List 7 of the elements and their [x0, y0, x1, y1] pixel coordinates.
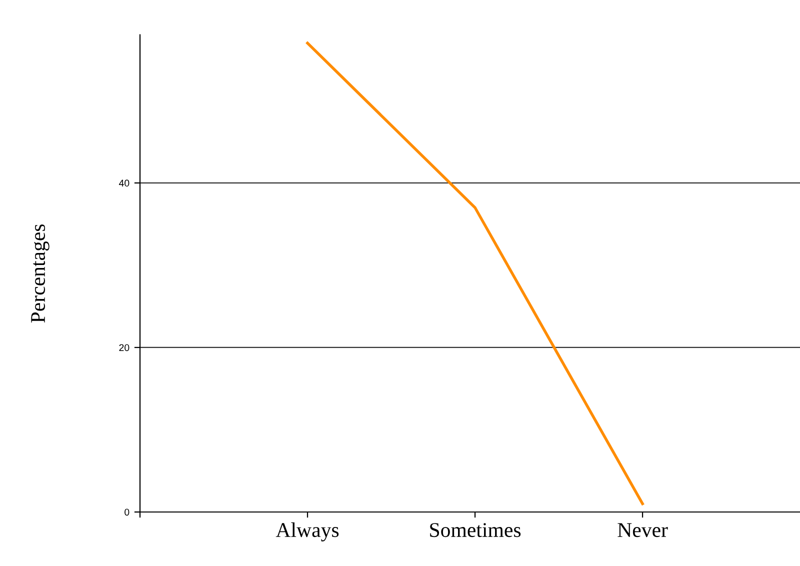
- y-axis-title: Percentages: [31, 224, 50, 323]
- x-tick-label: Always: [276, 522, 339, 542]
- y-tick-label: 20: [119, 344, 130, 352]
- y-tick-label: 40: [118, 180, 130, 187]
- x-tick-label: Never: [618, 523, 668, 538]
- x-tick-label: Sometimes: [430, 523, 521, 538]
- y-tick-label: 0: [124, 508, 130, 516]
